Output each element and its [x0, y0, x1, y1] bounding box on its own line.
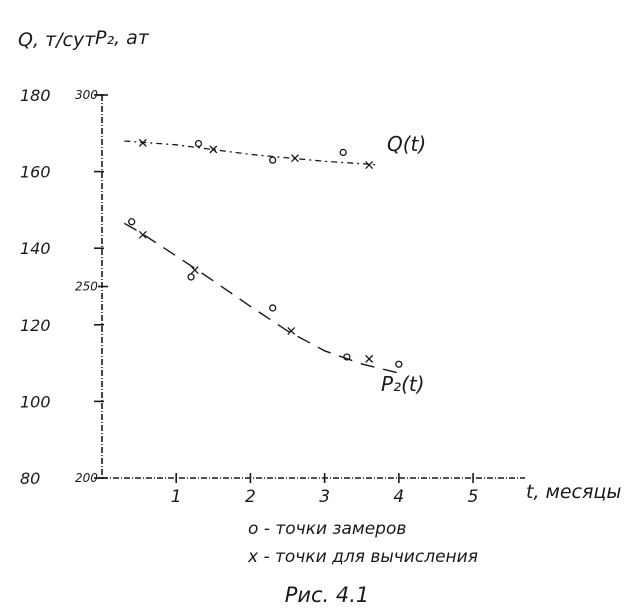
series-curves	[123, 140, 399, 374]
measured-point	[339, 148, 347, 157]
y-axis-title-p: P₂, ат	[95, 27, 150, 49]
q-tick-label: 160	[20, 163, 51, 182]
calculated-point	[365, 161, 374, 170]
legend-item-measured: о - точки замеров	[248, 519, 406, 539]
calculated-point	[190, 266, 199, 274]
q-tick-label: 80	[20, 469, 40, 488]
series-label: Q(t)	[387, 132, 426, 156]
q-tick-label: 180	[20, 86, 51, 105]
figure-caption: Рис. 4.1	[285, 583, 370, 607]
p-tick-label: 200	[75, 471, 98, 485]
measured-point	[128, 218, 136, 226]
measured-point	[194, 139, 203, 148]
q-tick-label: 120	[20, 316, 51, 335]
measured-point	[343, 353, 351, 361]
calculated-point	[287, 326, 296, 335]
calculated-point	[138, 230, 147, 239]
y-axis-titles: Q, т/сут P₂, ат	[18, 27, 150, 51]
p-tick-label: 300	[75, 88, 98, 102]
calculated-point	[138, 138, 147, 147]
x-tick-label: 1	[171, 487, 182, 507]
q-tick-label: 140	[20, 239, 51, 258]
measured-point	[395, 360, 403, 368]
y-axis-title-q: Q, т/сут	[18, 29, 96, 51]
p-tick-label: 250	[75, 280, 98, 294]
measured-point	[187, 273, 195, 281]
x-tick-label: 5	[468, 487, 479, 507]
x-axis-title: t, месяцы	[526, 481, 621, 503]
series-labels: Q(t) P₂(t)	[381, 132, 426, 396]
calculated-point	[365, 354, 374, 363]
series-line	[124, 140, 377, 166]
series-line	[123, 222, 399, 374]
x-tick-label: 2	[245, 487, 256, 507]
q-tick-label: 100	[20, 392, 51, 411]
calculated-point	[290, 154, 299, 163]
x-tick-label: 3	[319, 487, 330, 507]
axis-ticks: 1 2 3 4 5 80 100 120 140 160 180 200 250 300	[20, 86, 478, 507]
measured-point	[269, 304, 277, 312]
calculated-point	[209, 145, 218, 154]
legend: о - точки замеров х - точки для вычислен…	[247, 519, 478, 567]
data-markers	[128, 138, 403, 368]
x-tick-label: 4	[393, 487, 404, 507]
legend-item-calculated: х - точки для вычисления	[247, 547, 478, 567]
measured-point	[269, 156, 277, 164]
series-label: P₂(t)	[381, 372, 425, 396]
